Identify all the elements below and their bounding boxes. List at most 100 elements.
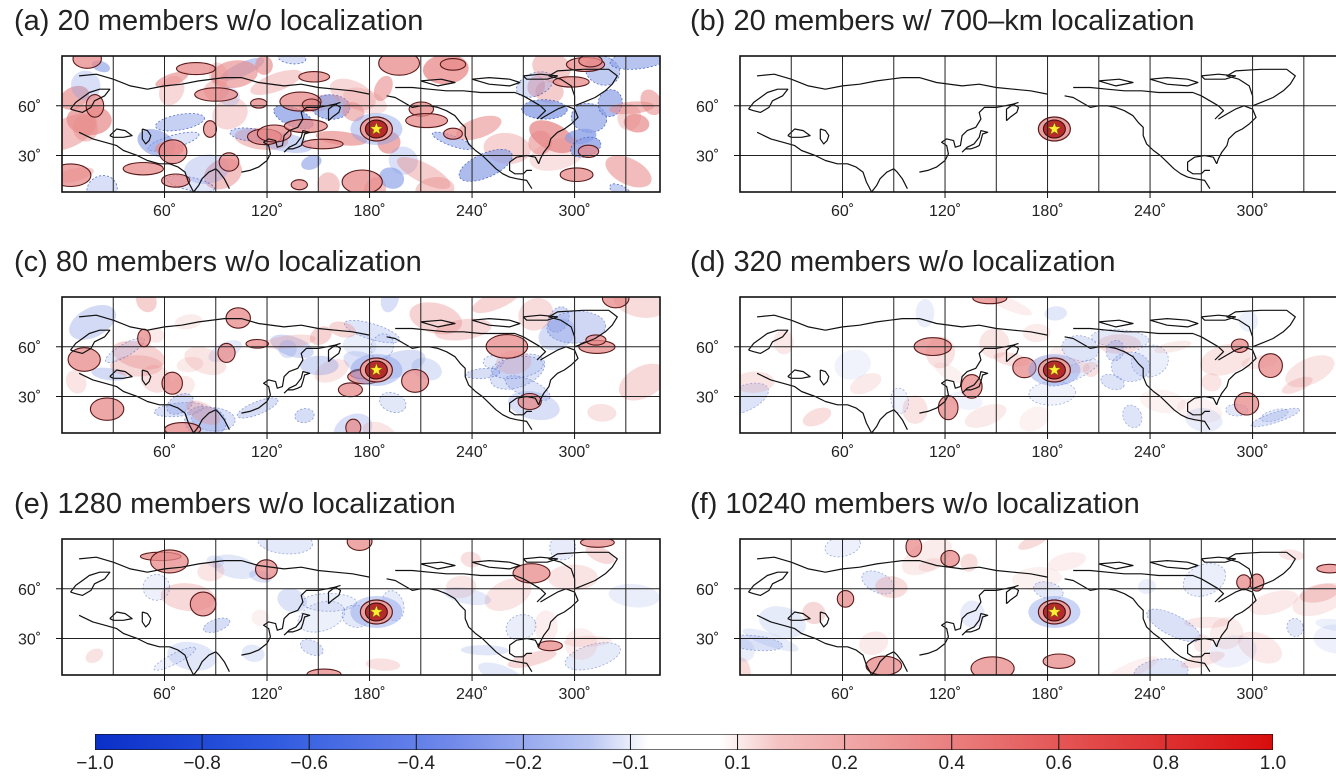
coastline bbox=[283, 371, 311, 394]
map-field bbox=[62, 297, 676, 433]
lat-tick-label: 60˚ bbox=[18, 340, 41, 357]
negative-correlation-area bbox=[155, 113, 205, 132]
positive-correlation-area bbox=[186, 400, 221, 425]
lat-tick-label: 60˚ bbox=[696, 340, 719, 357]
coastline bbox=[141, 128, 152, 145]
coastline bbox=[961, 130, 989, 153]
coastline bbox=[241, 584, 341, 656]
positive-contour bbox=[164, 422, 202, 433]
positive-correlation-area bbox=[859, 631, 889, 656]
positive-correlation-area bbox=[262, 334, 316, 349]
positive-contour bbox=[341, 169, 383, 192]
coastline bbox=[667, 109, 676, 119]
lon-tick-label: 180˚ bbox=[1032, 444, 1064, 461]
negative-correlation-area bbox=[1033, 581, 1064, 600]
positive-correlation-area bbox=[176, 356, 204, 373]
positive-contour bbox=[256, 124, 292, 143]
lon-tick-label: 240˚ bbox=[456, 203, 488, 220]
lat-tick-label: 30˚ bbox=[18, 632, 41, 649]
positive-contour bbox=[405, 113, 449, 129]
map-field bbox=[62, 56, 676, 192]
coastline bbox=[1226, 68, 1296, 107]
negative-correlation-area bbox=[1286, 618, 1304, 637]
coastline bbox=[327, 344, 342, 363]
positive-contour bbox=[972, 297, 1008, 305]
lon-tick-label: 240˚ bbox=[1134, 686, 1166, 703]
negative-correlation-area bbox=[538, 318, 576, 351]
positive-correlation-area bbox=[155, 71, 189, 88]
coastline bbox=[667, 350, 676, 360]
observation-star-icon bbox=[369, 362, 384, 376]
positive-contour bbox=[1233, 392, 1260, 416]
colorbar-tick-label: −0.1 bbox=[611, 753, 650, 774]
negative-correlation-area bbox=[1260, 408, 1289, 422]
coastline bbox=[78, 131, 230, 192]
lat-tick-label: 60˚ bbox=[696, 582, 719, 599]
positive-correlation-area bbox=[507, 650, 557, 668]
lon-tick-label: 120˚ bbox=[251, 444, 283, 461]
coastline bbox=[509, 637, 540, 658]
positive-contour bbox=[585, 334, 607, 346]
lon-tick-label: 300˚ bbox=[559, 686, 591, 703]
lon-tick-label: 240˚ bbox=[1134, 444, 1166, 461]
colorbar-tick-label: −0.2 bbox=[504, 753, 543, 774]
positive-contour bbox=[517, 392, 542, 411]
panel-title: (c) 80 members w/o localization bbox=[14, 246, 422, 278]
coastline bbox=[471, 76, 521, 87]
positive-correlation-area bbox=[1281, 376, 1313, 394]
coastline bbox=[471, 317, 521, 328]
coastline bbox=[1216, 588, 1257, 647]
positive-correlation-area bbox=[251, 609, 270, 626]
positive-correlation-area bbox=[329, 78, 376, 111]
positive-contour bbox=[970, 656, 1015, 675]
coastline bbox=[1216, 346, 1257, 405]
positive-correlation-area bbox=[317, 172, 340, 192]
coastline bbox=[748, 88, 789, 114]
lon-tick-label: 240˚ bbox=[456, 444, 488, 461]
positive-correlation-area bbox=[534, 610, 558, 643]
positive-correlation-area bbox=[85, 648, 104, 663]
negative-correlation-area bbox=[608, 583, 660, 608]
positive-contour bbox=[89, 397, 125, 421]
coastline bbox=[395, 86, 547, 120]
positive-contour bbox=[940, 549, 960, 568]
panel-f: (f) 10240 members w/o localization 60˚ 30… bbox=[680, 483, 1336, 715]
coastlines bbox=[70, 551, 618, 675]
positive-contour bbox=[443, 127, 463, 140]
positive-contour bbox=[161, 371, 183, 395]
positive-contour bbox=[401, 368, 430, 393]
lon-tick-label: 120˚ bbox=[251, 203, 283, 220]
positive-correlation-area bbox=[585, 545, 615, 565]
coastline bbox=[538, 105, 579, 164]
positive-contour bbox=[1042, 653, 1076, 669]
lon-tick-label: 120˚ bbox=[929, 444, 961, 461]
coastline bbox=[538, 346, 579, 405]
coastline bbox=[819, 369, 830, 386]
observation-star-icon bbox=[1047, 121, 1062, 135]
observation-star-icon bbox=[1047, 362, 1062, 376]
coastline bbox=[386, 578, 533, 673]
negative-correlation-area bbox=[742, 628, 799, 652]
positive-contour bbox=[865, 655, 903, 675]
positive-correlation-area bbox=[564, 628, 598, 660]
positive-contour bbox=[345, 418, 362, 433]
positive-contour bbox=[378, 56, 421, 76]
positive-correlation-area bbox=[65, 370, 87, 394]
coastlines bbox=[748, 551, 1296, 675]
positive-correlation-area bbox=[850, 373, 882, 395]
positive-correlation-area bbox=[1285, 355, 1335, 388]
positive-correlation-area bbox=[314, 359, 349, 383]
panel-title: (f) 10240 members w/o localization bbox=[690, 488, 1140, 520]
negative-correlation-area bbox=[86, 175, 118, 192]
negative-correlation-area bbox=[343, 319, 401, 344]
negative-correlation-area bbox=[1105, 339, 1125, 362]
negative-correlation-area bbox=[1100, 373, 1125, 391]
positive-correlation-area bbox=[1201, 373, 1222, 392]
negative-correlation-area bbox=[740, 382, 769, 416]
lat-tick-label: 60˚ bbox=[696, 99, 719, 116]
lon-tick-label: 60˚ bbox=[153, 203, 176, 220]
lon-tick-label: 300˚ bbox=[1237, 203, 1269, 220]
coastlines bbox=[748, 309, 1296, 433]
positive-correlation-area bbox=[373, 75, 393, 102]
positive-correlation-area bbox=[902, 395, 928, 424]
